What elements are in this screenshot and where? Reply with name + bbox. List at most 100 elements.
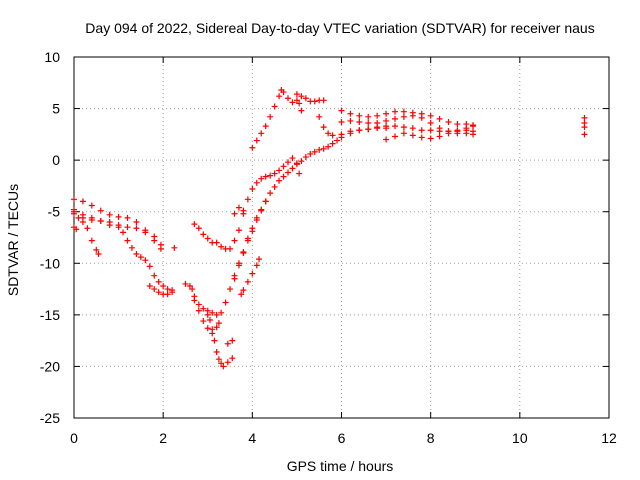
chart-title: Day 094 of 2022, Sidereal Day-to-day VTE… [85, 20, 594, 36]
data-point [365, 126, 372, 133]
data-point [151, 286, 158, 293]
y-tick-label: -20 [40, 358, 60, 374]
x-axis-label: GPS time / hours [287, 458, 394, 474]
x-tick-label: 10 [512, 430, 528, 446]
data-point [285, 159, 291, 166]
data-point [356, 118, 363, 125]
data-point [256, 256, 263, 263]
data-point [271, 170, 278, 177]
data-point [383, 110, 390, 117]
data-point [249, 186, 256, 193]
data-point [249, 270, 256, 277]
data-point [95, 251, 102, 258]
data-point [218, 243, 225, 250]
data-point [383, 136, 390, 143]
data-point [427, 135, 434, 142]
data-point [418, 127, 425, 134]
data-point [262, 198, 269, 205]
data-point [227, 245, 234, 252]
data-point [213, 311, 220, 318]
data-point [215, 356, 222, 363]
data-point [298, 93, 305, 100]
data-point [215, 320, 222, 327]
data-point [115, 222, 122, 229]
data-point [325, 130, 332, 137]
data-point [218, 360, 225, 367]
data-point [200, 318, 207, 325]
data-point [427, 112, 434, 119]
y-tick-label: 10 [44, 49, 60, 65]
data-point [93, 246, 100, 253]
data-point [289, 155, 296, 162]
data-point [374, 112, 381, 119]
data-point [365, 113, 372, 120]
data-point [298, 107, 305, 114]
data-point [296, 100, 303, 107]
data-point [307, 150, 314, 157]
y-tick-label: -15 [40, 307, 60, 323]
y-tick-labels: -25 -20 -15 -10 -5 0 5 10 [40, 49, 60, 426]
data-point [191, 293, 198, 300]
data-point [347, 117, 354, 124]
x-tick-label: 12 [601, 430, 617, 446]
data-point [235, 204, 242, 211]
data-point [133, 251, 140, 258]
data-point [151, 272, 158, 279]
data-point [206, 317, 213, 324]
data-point [200, 231, 207, 238]
data-point [227, 286, 234, 293]
data-point [436, 115, 443, 122]
y-axis-label: SDTVAR / TECUs [5, 184, 21, 296]
data-point [213, 239, 220, 246]
data-point [253, 137, 260, 144]
data-point [338, 118, 345, 125]
data-point [329, 140, 336, 147]
data-point [320, 145, 327, 152]
data-point [229, 355, 236, 362]
data-point [285, 95, 291, 102]
data-point [249, 144, 256, 151]
data-point [229, 337, 236, 344]
data-point [296, 170, 303, 177]
data-point [142, 227, 149, 234]
data-point [155, 289, 162, 296]
x-tick-labels: 0 2 4 6 8 10 12 [70, 430, 617, 446]
data-point [267, 113, 274, 120]
data-point [146, 282, 153, 289]
data-point [581, 114, 588, 121]
data-point [79, 214, 86, 221]
data-point [271, 103, 278, 110]
data-point [302, 95, 309, 102]
data-point [238, 291, 245, 298]
data-point [133, 225, 140, 232]
data-point [293, 160, 300, 167]
data-point [97, 217, 104, 224]
data-point [392, 115, 398, 122]
data-point [316, 146, 323, 153]
data-point [365, 120, 372, 127]
data-point [195, 307, 202, 314]
data-point [88, 237, 95, 244]
data-point [445, 130, 452, 137]
data-point [262, 123, 269, 130]
data-point [320, 124, 327, 131]
data-point [400, 113, 407, 120]
data-point [124, 237, 131, 244]
data-point [463, 130, 470, 137]
data-point [347, 128, 354, 135]
x-tick-label: 0 [70, 430, 78, 446]
data-point [84, 225, 91, 232]
data-point [160, 282, 167, 289]
data-point [470, 131, 477, 138]
data-point [224, 359, 231, 366]
data-point [356, 112, 363, 119]
data-point [164, 286, 171, 293]
data-point [392, 133, 398, 140]
data-point [293, 97, 300, 104]
data-point [280, 173, 287, 180]
data-point [182, 280, 189, 287]
data-point [392, 123, 398, 130]
data-point [231, 210, 238, 217]
data-point [409, 109, 416, 116]
